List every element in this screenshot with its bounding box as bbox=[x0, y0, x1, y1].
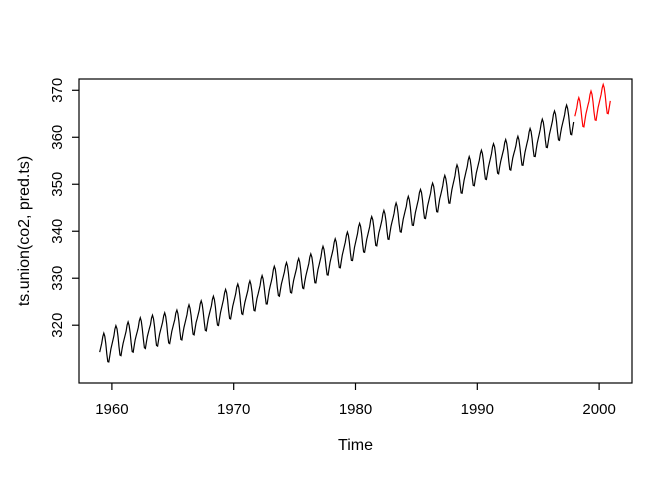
plot-border bbox=[78, 78, 633, 384]
x-tick-label: 1960 bbox=[95, 401, 128, 418]
x-tick-label: 2000 bbox=[582, 401, 615, 418]
y-tick-label: 350 bbox=[49, 172, 66, 197]
x-tick-label: 1990 bbox=[461, 401, 494, 418]
y-tick-label: 340 bbox=[49, 219, 66, 244]
x-tick-label: 1980 bbox=[339, 401, 372, 418]
y-tick-label: 360 bbox=[49, 125, 66, 150]
y-tick-label: 330 bbox=[49, 266, 66, 291]
observed-series-line bbox=[99, 103, 575, 363]
x-axis-title: Time bbox=[338, 437, 373, 454]
y-tick-label: 320 bbox=[49, 313, 66, 338]
x-tick-label: 1970 bbox=[217, 401, 250, 418]
y-axis-title: ts.union(co2, pred.ts) bbox=[16, 156, 33, 306]
y-tick-label: 370 bbox=[49, 78, 66, 103]
forecast-series-line bbox=[574, 82, 611, 128]
